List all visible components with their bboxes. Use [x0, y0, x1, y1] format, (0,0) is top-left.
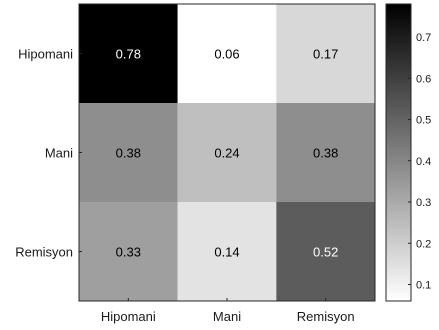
colorbar-tick-label: 0.3 — [416, 197, 431, 209]
cell-value-label: 0.52 — [313, 245, 338, 260]
y-tick-label: Mani — [45, 146, 73, 161]
heatmap-cell — [177, 103, 277, 202]
heatmap-cell — [79, 4, 178, 103]
colorbar-tick-label: 0.7 — [416, 32, 431, 44]
cell-value-label: 0.38 — [313, 146, 338, 161]
heatmap-cell — [276, 103, 375, 202]
heatmap-cell — [276, 202, 375, 301]
colorbar-tick-label: 0.2 — [416, 238, 431, 250]
x-tick-label: Mani — [213, 309, 241, 324]
colorbar-tick-label: 0.6 — [416, 73, 431, 85]
colorbar-ticks: 0.1 0.2 0.3 0.4 0.5 0.6 0.7 — [408, 32, 431, 292]
heatmap-cell — [177, 4, 277, 103]
y-tick-labels: Hipomani Mani Remisyon — [15, 47, 82, 260]
x-tick-labels: Hipomani Mani Remisyon — [101, 298, 355, 324]
x-tick-label: Hipomani — [101, 309, 156, 324]
heatmap-cell — [276, 4, 375, 103]
cell-value-label: 0.17 — [313, 47, 338, 62]
y-tick-label: Hipomani — [18, 47, 73, 62]
cell-value-label: 0.78 — [116, 47, 141, 62]
colorbar-tick-label: 0.4 — [416, 156, 431, 168]
cell-value-label: 0.06 — [214, 47, 239, 62]
cell-value-label: 0.24 — [214, 146, 239, 161]
colorbar — [385, 3, 412, 302]
colorbar-tick-label: 0.1 — [416, 280, 431, 292]
colorbar-tick-label: 0.5 — [416, 115, 431, 127]
cell-value-label: 0.33 — [116, 245, 141, 260]
heatmap-cell — [79, 202, 178, 301]
y-tick-label: Remisyon — [15, 245, 73, 260]
heatmap-cell — [177, 202, 277, 301]
heatmap-cells: 0.78 0.06 0.17 0.38 0.24 0.38 0.33 0.14 0.52 — [79, 4, 375, 301]
cell-value-label: 0.14 — [214, 245, 239, 260]
x-tick-label: Remisyon — [297, 309, 355, 324]
cell-value-label: 0.38 — [116, 146, 141, 161]
heatmap-cell — [79, 103, 178, 202]
